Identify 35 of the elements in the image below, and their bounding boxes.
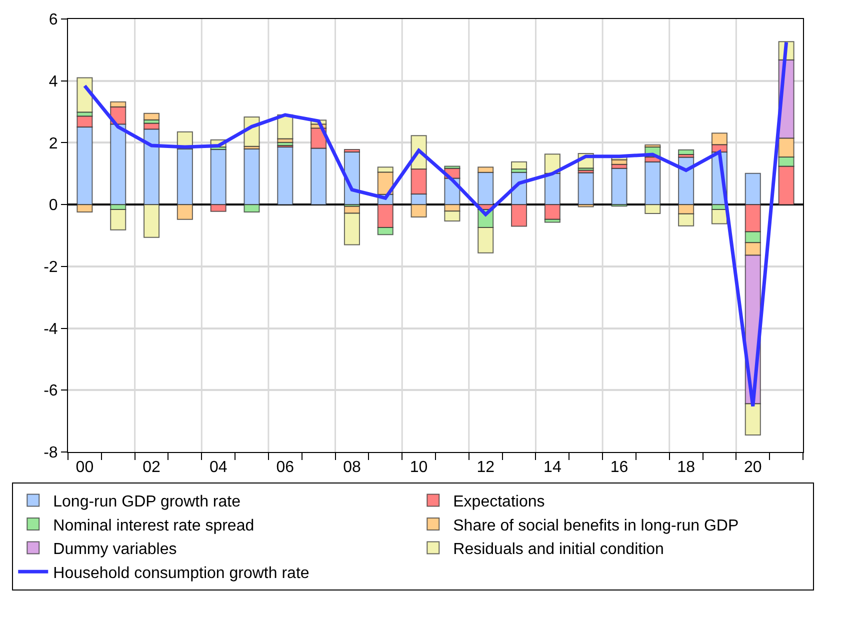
line-series <box>82 40 788 408</box>
bar <box>144 112 160 120</box>
x-tick-label: 20 <box>744 459 762 476</box>
y-tick-label: 4 <box>48 73 58 90</box>
y-tick-label: 2 <box>48 135 58 152</box>
bar <box>611 159 628 165</box>
legend-label: Long-run GDP growth rate <box>53 493 241 510</box>
x-tick-label: 14 <box>544 459 562 476</box>
x-tick-label: 02 <box>142 459 161 476</box>
y-tick-label: -6 <box>44 382 58 400</box>
x-tick-label: 04 <box>209 459 228 476</box>
x-tick-label: 18 <box>677 459 696 476</box>
x-tick-label: 12 <box>476 459 495 476</box>
bar <box>678 149 694 155</box>
y-tick-label: -2 <box>44 259 58 276</box>
x-tick-label: 10 <box>410 459 428 476</box>
legend-label: Expectations <box>453 493 545 510</box>
y-tick-label: 6 <box>48 12 58 29</box>
legend-label: Residuals and initial condition <box>453 541 664 558</box>
bar <box>611 168 628 206</box>
legend-label: Dummy variables <box>53 541 177 558</box>
bar <box>578 172 594 206</box>
legend-label: Share of social benefits in long-run GDP <box>453 517 739 534</box>
x-tick-label: 00 <box>76 459 94 476</box>
y-tick-label: 0 <box>48 197 58 214</box>
x-tick-label: 08 <box>343 459 361 476</box>
bar <box>277 146 294 206</box>
legend-label: Household consumption growth rate <box>53 564 310 582</box>
y-tick-label: -4 <box>44 320 58 338</box>
y-tick-label: -8 <box>44 444 58 462</box>
x-tick-label: 06 <box>276 459 294 476</box>
legend-label: Nominal interest rate spread <box>53 517 254 534</box>
bar <box>76 77 93 113</box>
x-tick-label: 16 <box>610 459 628 476</box>
bar <box>511 161 528 170</box>
